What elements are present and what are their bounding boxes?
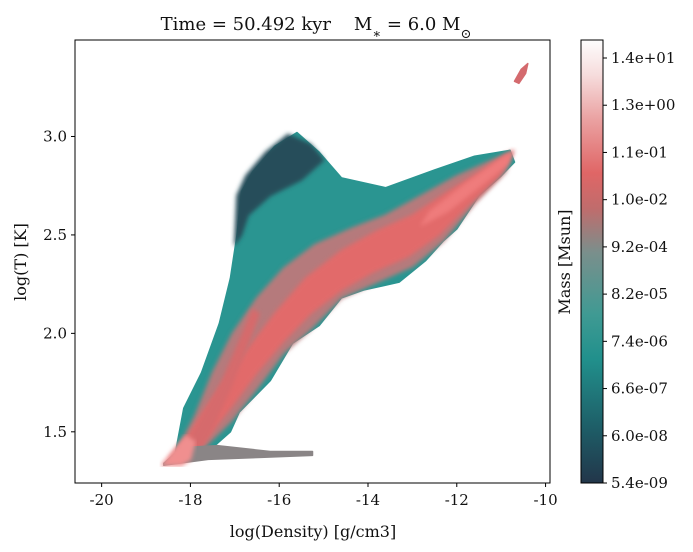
x-axis-label: log(Density) [g/cm3] <box>230 522 396 541</box>
plot-frame <box>74 39 551 484</box>
region-highest-mass-core <box>160 434 196 467</box>
colorbar-tick-label: 6.6e-07 <box>611 380 668 398</box>
plot-area <box>160 62 529 467</box>
x-tick-label: -10 <box>533 491 557 509</box>
y-tick-label: 3.0 <box>43 127 67 145</box>
region-hot-knot-tail <box>513 62 529 85</box>
x-axis: -20 -18 -16 -14 -12 -10 <box>90 483 558 509</box>
chart-title: Time = 50.492 kyr M∗ = 6.0 M⊙ <box>161 14 472 42</box>
x-tick-label: -14 <box>356 491 380 509</box>
region-shock-ridge-outer <box>420 149 515 226</box>
region-cold-dark-rim <box>234 133 325 246</box>
y-tick-label: 1.5 <box>43 423 67 441</box>
colorbar-ticks: 5.4e-09 6.0e-08 6.6e-07 7.4e-06 8.2e-05 9.2e-… <box>603 49 675 492</box>
colorbar-gradient <box>580 39 604 484</box>
colorbar-tick-label: 5.4e-09 <box>611 474 668 492</box>
x-tick-label: -16 <box>267 491 291 509</box>
x-tick-label: -12 <box>445 491 469 509</box>
colorbar-tick-label: 1.1e-01 <box>611 143 668 161</box>
colorbar-tick-label: 1.4e+01 <box>611 49 675 67</box>
colorbar-tick-label: 8.2e-05 <box>611 285 668 303</box>
colorbar-tick-label: 1.0e-02 <box>611 191 668 209</box>
heatmap-regions <box>160 62 529 467</box>
colorbar: 5.4e-09 6.0e-08 6.6e-07 7.4e-06 8.2e-05 9.2e-… <box>555 39 675 492</box>
y-axis-label: log(T) [K] <box>11 223 30 301</box>
x-tick-label: -18 <box>178 491 202 509</box>
colorbar-tick-label: 9.2e-04 <box>611 238 668 256</box>
y-axis: 1.5 2.0 2.5 3.0 <box>43 127 75 441</box>
y-tick-label: 2.5 <box>43 226 67 244</box>
colorbar-label: Mass [Msun] <box>555 209 574 314</box>
x-tick-label: -20 <box>90 491 114 509</box>
region-secondary-cold-ridge <box>180 308 260 457</box>
colorbar-tick-label: 7.4e-06 <box>611 332 668 350</box>
y-tick-label: 2.0 <box>43 324 67 342</box>
colorbar-tick-label: 1.3e+00 <box>611 96 675 114</box>
colorbar-tick-label: 6.0e-08 <box>611 427 668 445</box>
